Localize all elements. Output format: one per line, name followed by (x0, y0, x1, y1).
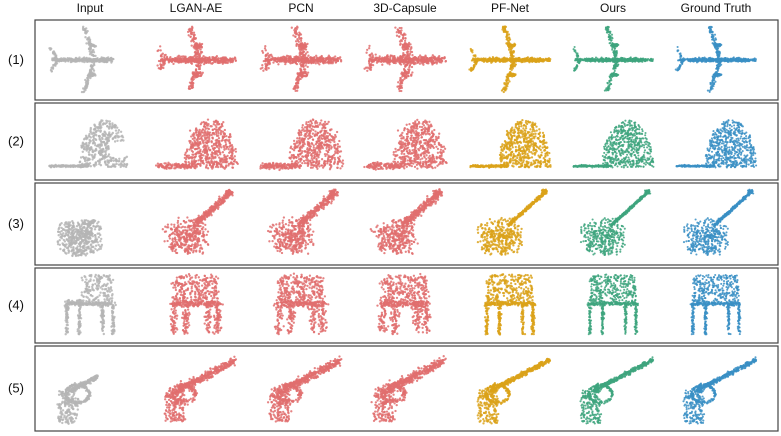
point-cloud-airplane-5 (468, 25, 552, 94)
figure-row-1: (1) (8, 19, 779, 101)
point-cloud-chair-4 (376, 272, 432, 336)
row-label: (5) (8, 381, 24, 396)
figure-row-4: (4) (8, 267, 779, 344)
point-cloud-pistol-4 (370, 355, 447, 423)
point-cloud-cap-3 (259, 118, 345, 172)
point-cloud-cap-1 (48, 119, 129, 169)
column-header-3: PCN (288, 1, 313, 15)
point-cloud-cap-5 (469, 118, 552, 169)
point-cloud-chair-6 (586, 273, 639, 336)
point-cloud-guitar-5 (476, 188, 548, 256)
point-cloud-guitar-1 (56, 219, 104, 258)
point-cloud-airplane-3 (259, 25, 343, 93)
point-cloud-chair-1 (63, 273, 117, 336)
point-cloud-guitar-4 (369, 188, 444, 256)
point-cloud-pistol-3 (266, 355, 343, 423)
column-header-5: PF-Net (491, 1, 530, 15)
point-cloud-cap-7 (675, 119, 758, 169)
point-cloud-airplane-1 (48, 25, 115, 94)
row-frame (34, 267, 779, 344)
figure-row-2: (2) (8, 102, 779, 181)
point-cloud-guitar-7 (682, 188, 755, 257)
row-label: (3) (8, 216, 24, 231)
row-frame (34, 182, 779, 266)
point-cloud-cap-4 (363, 118, 448, 171)
point-cloud-airplane-2 (156, 25, 237, 91)
figure-row-5: (5) (8, 345, 779, 432)
point-cloud-pistol-2 (163, 355, 238, 423)
point-cloud-pistol-1 (56, 374, 99, 425)
figure-row-3: (3) (8, 182, 779, 266)
point-cloud-guitar-6 (579, 188, 652, 257)
point-cloud-pistol-7 (682, 356, 758, 425)
column-header-4: 3D-Capsule (373, 1, 437, 15)
point-cloud-airplane-4 (363, 26, 448, 93)
point-cloud-chair-5 (483, 273, 537, 336)
point-cloud-pistol-6 (579, 356, 655, 425)
point-cloud-airplane-7 (674, 25, 757, 93)
point-cloud-guitar-3 (266, 188, 340, 255)
row-label: (4) (8, 298, 24, 313)
point-cloud-pistol-5 (476, 357, 552, 425)
point-cloud-chair-7 (689, 273, 742, 336)
column-header-7: Ground Truth (681, 1, 752, 15)
row-label: (1) (8, 52, 24, 67)
point-cloud-cap-6 (572, 119, 655, 169)
point-cloud-guitar-2 (161, 188, 234, 255)
column-headers: Input LGAN-AE PCN 3D-Capsule PF-Net Ours Groun… (77, 1, 752, 15)
row-frame (34, 19, 779, 101)
column-header-1: Input (77, 1, 104, 15)
point-cloud-airplane-6 (572, 25, 654, 92)
row-frame (34, 102, 779, 181)
row-frame (34, 345, 779, 432)
row-label: (2) (8, 134, 24, 149)
column-header-2: LGAN-AE (170, 1, 223, 15)
point-cloud-cap-2 (154, 118, 239, 171)
column-header-6: Ours (600, 1, 626, 15)
figure-rows: (1) (2) (3) (4) (5) (8, 19, 779, 432)
point-cloud-chair-3 (272, 272, 330, 336)
point-cloud-chair-2 (169, 272, 224, 335)
